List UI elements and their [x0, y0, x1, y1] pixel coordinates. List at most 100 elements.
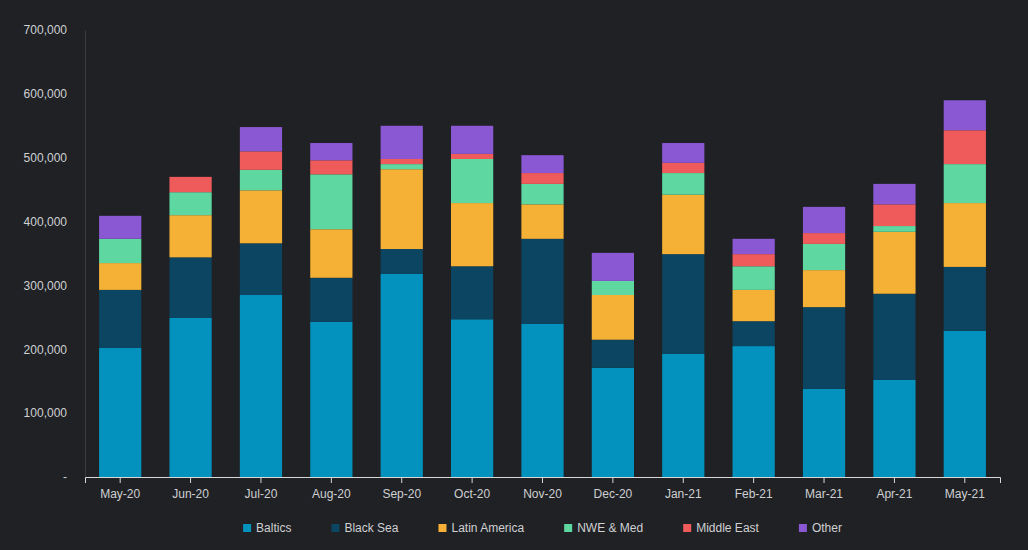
bar-segment	[873, 204, 915, 226]
x-tick-mark	[753, 477, 754, 483]
x-tick: Aug-20	[312, 477, 351, 501]
bar-segment	[521, 204, 563, 238]
bar-segment	[99, 216, 141, 239]
x-tick-mark	[612, 477, 613, 483]
x-tick-mark	[190, 477, 191, 483]
bar-segment	[803, 233, 845, 244]
bar-segment	[310, 160, 352, 174]
x-tick-mark	[120, 477, 121, 483]
bar-segment	[310, 143, 352, 160]
bar-segment	[592, 295, 634, 340]
bar-segment	[662, 354, 704, 477]
x-axis-line	[86, 478, 1001, 484]
bar-segment	[240, 190, 282, 243]
bar-segment	[240, 151, 282, 170]
bar-segment	[873, 232, 915, 294]
x-tick-mark	[472, 477, 473, 483]
bar-segment	[310, 174, 352, 229]
bar-segment	[169, 192, 211, 215]
bar-segment	[733, 290, 775, 321]
legend-label: NWE & Med	[577, 521, 643, 535]
x-tick: Dec-20	[594, 477, 633, 501]
x-tick-label: Aug-20	[312, 487, 351, 501]
bar-segment	[99, 348, 141, 477]
y-tick-label: 100,000	[24, 406, 68, 420]
bar-segment	[944, 331, 986, 477]
y-tick-label: 600,000	[24, 87, 68, 101]
legend-label: Black Sea	[344, 521, 398, 535]
x-tick: Sep-20	[382, 477, 421, 501]
x-tick-label: Oct-20	[454, 487, 490, 501]
series	[99, 100, 986, 281]
y-axis-line	[85, 31, 86, 478]
x-tick-label: Sep-20	[382, 487, 421, 501]
x-tick-label: Feb-21	[735, 487, 773, 501]
y-tick-label: 500,000	[24, 151, 68, 165]
bar-segment	[381, 164, 423, 169]
x-tick-label: Dec-20	[594, 487, 633, 501]
bar-segment	[310, 322, 352, 477]
bar-segment	[521, 173, 563, 184]
bar-segment	[944, 164, 986, 203]
legend-item: Baltics	[243, 521, 291, 535]
y-tick: 600,000	[24, 87, 85, 101]
y-tick-label: 400,000	[24, 215, 68, 229]
x-tick-label: Nov-20	[523, 487, 562, 501]
bar-segment	[803, 270, 845, 307]
bar-segment	[169, 177, 211, 192]
bar-segment	[662, 173, 704, 195]
bar-segment	[451, 154, 493, 159]
bar-segment	[733, 254, 775, 266]
bar-segment	[803, 207, 845, 233]
legend-item: Other	[799, 521, 842, 535]
legend-swatch	[243, 524, 251, 532]
bar-segment	[240, 170, 282, 190]
bar-segment	[662, 254, 704, 354]
bar-segment	[521, 184, 563, 204]
bar-segment	[733, 346, 775, 477]
bar-segment	[873, 226, 915, 232]
x-tick-label: May-21	[945, 487, 985, 501]
y-tick: 300,000	[24, 279, 85, 293]
legend-label: Latin America	[451, 521, 524, 535]
bar-segment	[803, 244, 845, 270]
x-tick: Jun-20	[172, 477, 209, 501]
plot: - 100,000 200,000 300,000 400,000 500,000 600,…	[24, 23, 1001, 500]
bar-segment	[873, 380, 915, 477]
bar-segment	[99, 263, 141, 290]
bar-segment	[944, 267, 986, 331]
bar-segment	[592, 253, 634, 281]
x-tick-mark	[331, 477, 332, 483]
x-tick: Oct-20	[454, 477, 490, 501]
bar-segment	[169, 176, 211, 177]
bar-segment	[521, 324, 563, 477]
y-tick-label: 700,000	[24, 23, 68, 37]
y-tick: 500,000	[24, 151, 85, 165]
x-tick-label: May-20	[100, 487, 140, 501]
x-tick-mark	[260, 477, 261, 483]
legend-item: Middle East	[683, 521, 759, 535]
y-tick-label: -	[63, 470, 67, 484]
bar-segment	[451, 159, 493, 203]
bar-segment	[240, 127, 282, 151]
legend-swatch	[683, 524, 691, 532]
bar-segment	[733, 321, 775, 346]
bars	[99, 100, 986, 477]
bar-segment	[240, 295, 282, 477]
legend-item: NWE & Med	[564, 521, 643, 535]
bar-segment	[310, 229, 352, 278]
x-tick-mark	[542, 477, 543, 483]
bar-segment	[381, 274, 423, 477]
x-tick-label: Apr-21	[876, 487, 912, 501]
y-tick-label: 200,000	[24, 343, 68, 357]
bar-segment	[592, 368, 634, 477]
bar-segment	[592, 281, 634, 295]
y-tick-label: 300,000	[24, 279, 68, 293]
bar-segment	[451, 126, 493, 154]
x-tick: Feb-21	[735, 477, 773, 501]
x-axis: May-20Jun-20Jul-20Aug-20Sep-20Oct-20Nov-…	[86, 477, 1001, 501]
bar-segment	[240, 243, 282, 295]
x-tick-mark	[401, 477, 402, 483]
bar-segment	[99, 239, 141, 263]
series	[99, 169, 986, 339]
